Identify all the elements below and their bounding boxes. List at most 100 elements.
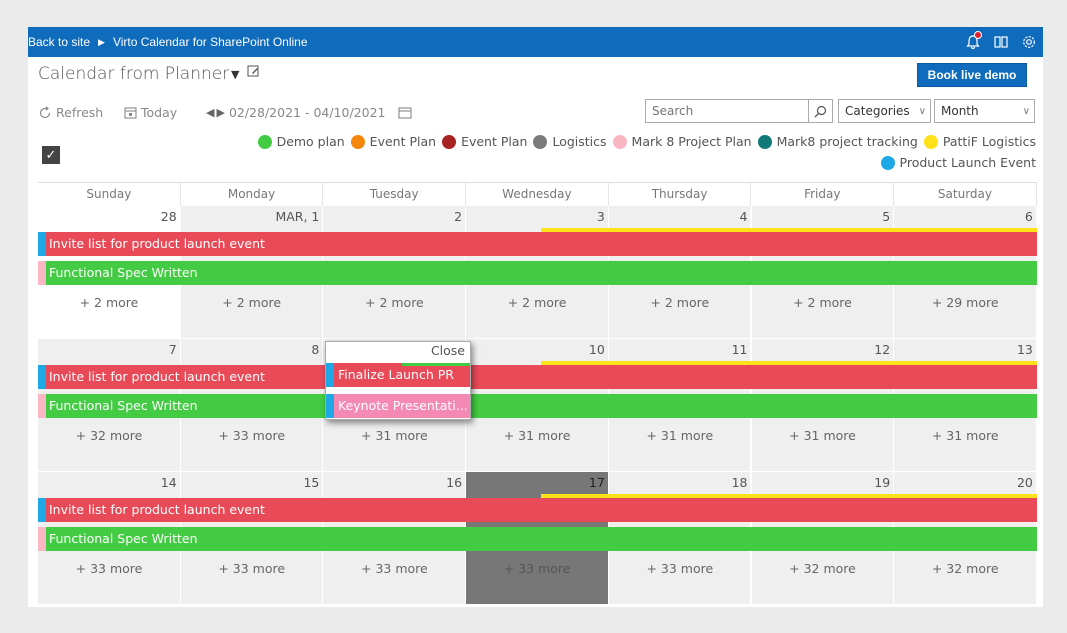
select-all-checkbox[interactable]: ✓ <box>42 146 60 164</box>
legend-item[interactable]: Mark 8 Project Plan <box>612 134 752 149</box>
day-number[interactable]: 19 <box>874 475 891 490</box>
more-events-link[interactable]: + 2 more <box>222 295 282 310</box>
day-number[interactable]: 5 <box>882 209 891 224</box>
event-overlap-marker <box>402 363 470 366</box>
more-events-link[interactable]: + 32 more <box>789 561 856 576</box>
legend-item[interactable]: Event Plan <box>350 134 436 149</box>
view-label: Month <box>941 104 979 118</box>
event-category-marker <box>38 394 46 418</box>
reader-icon[interactable] <box>987 27 1015 57</box>
more-events-link[interactable]: + 31 more <box>789 428 856 443</box>
event-bar-functional-spec[interactable]: Functional Spec Written <box>38 394 1037 418</box>
more-events-link[interactable]: + 33 more <box>646 561 714 576</box>
edit-icon[interactable] <box>247 65 260 82</box>
more-events-link[interactable]: + 33 more <box>218 428 286 443</box>
event-bar-invite-list[interactable]: Invite list for product launch event <box>38 232 1037 256</box>
prev-range-icon[interactable]: ◀ <box>206 106 215 119</box>
day-number[interactable]: MAR, 1 <box>275 209 320 224</box>
day-number[interactable]: 11 <box>731 342 748 357</box>
more-events-link[interactable]: + 2 more <box>79 295 139 310</box>
more-events-link[interactable]: + 2 more <box>365 295 424 310</box>
page-title: Calendar from Planner <box>38 64 230 84</box>
today-button[interactable]: Today <box>124 105 177 120</box>
more-events-link[interactable]: + 32 more <box>75 428 143 443</box>
day-number[interactable]: 6 <box>1024 209 1033 224</box>
popup-close-button[interactable]: Close <box>430 343 465 358</box>
date-picker-icon[interactable] <box>397 106 412 119</box>
legend-item[interactable]: Logistics <box>533 134 607 149</box>
categories-select[interactable]: Categories ∨ <box>838 99 931 123</box>
refresh-button[interactable]: Refresh <box>38 105 103 120</box>
event-category-marker <box>38 527 46 551</box>
more-events-link[interactable]: + 2 more <box>507 295 567 310</box>
more-events-link[interactable]: + 2 more <box>650 295 710 310</box>
more-events-link[interactable]: + 33 more <box>75 561 143 576</box>
popup-event-label: Keynote Presentati... <box>338 398 468 413</box>
more-events-link[interactable]: + 31 more <box>931 428 999 443</box>
day-number[interactable]: 16 <box>446 475 463 490</box>
categories-label: Categories <box>845 104 910 118</box>
pattif-logistics-strip[interactable] <box>541 228 1037 232</box>
event-bar-invite-list[interactable]: Invite list for product launch event <box>38 365 1037 389</box>
calendar-week: 14 + 33 more 15 + 33 more 16 + 33 more 17 + 33 … <box>38 472 1037 604</box>
popup-event[interactable]: Keynote Presentati... <box>326 394 470 418</box>
view-select[interactable]: Month ∨ <box>934 99 1035 123</box>
day-number[interactable]: 4 <box>739 209 748 224</box>
day-number[interactable]: 12 <box>874 342 891 357</box>
date-navigation: ◀ ▶ 02/28/2021 - 04/10/2021 <box>206 105 412 120</box>
event-bar-functional-spec[interactable]: Functional Spec Written <box>38 261 1037 285</box>
calendar-dropdown-icon[interactable]: ▼ <box>231 68 240 81</box>
day-number[interactable]: 10 <box>588 342 605 357</box>
legend-color-dot-icon <box>880 155 895 170</box>
day-number[interactable]: 15 <box>303 475 320 490</box>
book-live-demo-button[interactable]: Book live demo <box>917 63 1027 87</box>
legend-item[interactable]: Demo plan <box>257 134 345 149</box>
top-navigation-bar: Back to site ▶ Virto Calendar for ShareP… <box>28 27 1043 57</box>
calendar-toolbar: Refresh Today ◀ ▶ 02/28/2021 - 04/10/202… <box>28 99 1043 127</box>
event-bar-functional-spec[interactable]: Functional Spec Written <box>38 527 1037 551</box>
notification-bell-icon[interactable] <box>959 27 987 57</box>
more-events-link[interactable]: + 29 more <box>931 295 999 310</box>
day-number[interactable]: 2 <box>454 209 463 224</box>
day-number[interactable]: 18 <box>731 475 748 490</box>
today-calendar-icon <box>124 107 137 119</box>
day-number[interactable]: 17 <box>588 475 605 490</box>
legend-color-dot-icon <box>442 134 457 149</box>
pattif-logistics-strip[interactable] <box>541 361 1037 365</box>
more-events-link[interactable]: + 31 more <box>503 428 571 443</box>
search-input[interactable] <box>646 100 808 122</box>
back-to-site-link[interactable]: Back to site <box>28 35 91 49</box>
search-icon[interactable] <box>808 100 832 122</box>
event-category-marker <box>38 261 46 285</box>
more-events-link[interactable]: + 31 more <box>361 428 428 443</box>
more-events-link[interactable]: + 32 more <box>931 561 999 576</box>
topbar-icons <box>959 27 1043 57</box>
legend-label: Mark8 project tracking <box>776 134 918 149</box>
pattif-logistics-strip[interactable] <box>541 494 1037 498</box>
more-events-link[interactable]: + 33 more <box>361 561 428 576</box>
legend-color-dot-icon <box>757 134 772 149</box>
legend-item[interactable]: Mark8 project tracking <box>757 134 918 149</box>
event-bar-invite-list[interactable]: Invite list for product launch event <box>38 498 1037 522</box>
legend-item[interactable]: Product Launch Event <box>880 155 1036 170</box>
day-number[interactable]: 20 <box>1016 475 1033 490</box>
day-number[interactable]: 8 <box>311 342 320 357</box>
more-events-link[interactable]: + 33 more <box>218 561 286 576</box>
day-number[interactable]: 14 <box>160 475 177 490</box>
legend-item[interactable]: Event Plan <box>442 134 527 149</box>
next-range-icon[interactable]: ▶ <box>216 106 225 119</box>
day-number[interactable]: 13 <box>1016 342 1033 357</box>
more-events-link[interactable]: + 2 more <box>793 295 852 310</box>
legend-item[interactable]: PattiF Logistics <box>923 134 1036 149</box>
day-number[interactable]: 7 <box>168 342 177 357</box>
day-number[interactable]: 28 <box>160 209 177 224</box>
settings-gear-icon[interactable] <box>1015 27 1043 57</box>
popup-event[interactable]: Finalize Launch PR <box>326 363 470 387</box>
more-events-link[interactable]: + 33 more <box>503 561 571 576</box>
more-events-link[interactable]: + 31 more <box>646 428 714 443</box>
legend-label: Mark 8 Project Plan <box>631 134 752 149</box>
day-number[interactable]: 3 <box>596 209 605 224</box>
popup-event-label: Finalize Launch PR <box>338 367 454 382</box>
event-category-marker <box>326 363 334 387</box>
weekday-label: Tuesday <box>323 183 467 206</box>
